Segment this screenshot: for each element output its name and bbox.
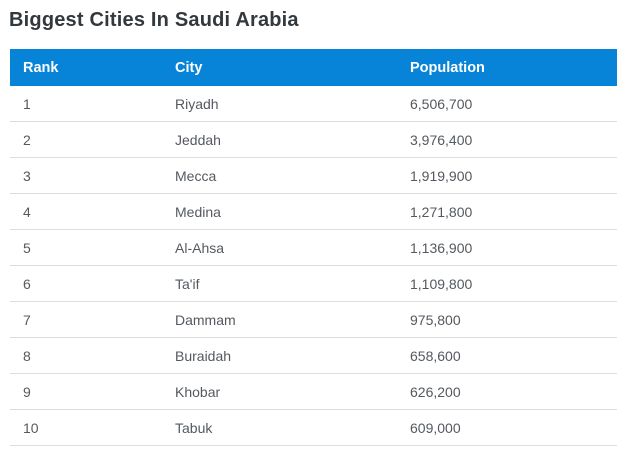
population-cell: 1,109,800	[397, 265, 617, 302]
rank-cell: 6	[10, 265, 162, 302]
column-header-city: City	[162, 49, 397, 86]
table-row: 7 Dammam 975,800	[10, 301, 617, 338]
rank-cell: 5	[10, 229, 162, 266]
city-cell: Khobar	[162, 373, 397, 410]
rank-cell: 4	[10, 193, 162, 230]
city-cell: Ta'if	[162, 265, 397, 302]
table-row: 6 Ta'if 1,109,800	[10, 265, 617, 302]
table-row: 8 Buraidah 658,600	[10, 337, 617, 374]
rank-cell: 3	[10, 157, 162, 194]
table-row: 5 Al-Ahsa 1,136,900	[10, 229, 617, 266]
column-header-population: Population	[397, 49, 617, 86]
table-row: 10 Tabuk 609,000	[10, 409, 617, 446]
table-row: 4 Medina 1,271,800	[10, 193, 617, 230]
population-cell: 609,000	[397, 409, 617, 446]
cities-table: Rank City Population 1 Riyadh 6,506,700 …	[10, 49, 617, 446]
city-cell: Tabuk	[162, 409, 397, 446]
population-cell: 1,919,900	[397, 157, 617, 194]
city-cell: Al-Ahsa	[162, 229, 397, 266]
table-row: 3 Mecca 1,919,900	[10, 157, 617, 194]
rank-cell: 10	[10, 409, 162, 446]
city-cell: Mecca	[162, 157, 397, 194]
city-cell: Buraidah	[162, 337, 397, 374]
city-cell: Riyadh	[162, 86, 397, 122]
city-cell: Dammam	[162, 301, 397, 338]
population-cell: 1,136,900	[397, 229, 617, 266]
population-cell: 3,976,400	[397, 121, 617, 158]
page-title: Biggest Cities In Saudi Arabia	[9, 9, 299, 31]
rank-cell: 1	[10, 86, 162, 122]
city-cell: Jeddah	[162, 121, 397, 158]
population-cell: 6,506,700	[397, 86, 617, 122]
population-cell: 975,800	[397, 301, 617, 338]
population-cell: 658,600	[397, 337, 617, 374]
rank-cell: 7	[10, 301, 162, 338]
column-header-rank: Rank	[10, 49, 162, 86]
table-row: 9 Khobar 626,200	[10, 373, 617, 410]
population-cell: 1,271,800	[397, 193, 617, 230]
rank-cell: 8	[10, 337, 162, 374]
table-row: 2 Jeddah 3,976,400	[10, 121, 617, 158]
table-header-row: Rank City Population	[10, 49, 617, 86]
rank-cell: 2	[10, 121, 162, 158]
table-row: 1 Riyadh 6,506,700	[10, 86, 617, 122]
rank-cell: 9	[10, 373, 162, 410]
population-cell: 626,200	[397, 373, 617, 410]
city-cell: Medina	[162, 193, 397, 230]
